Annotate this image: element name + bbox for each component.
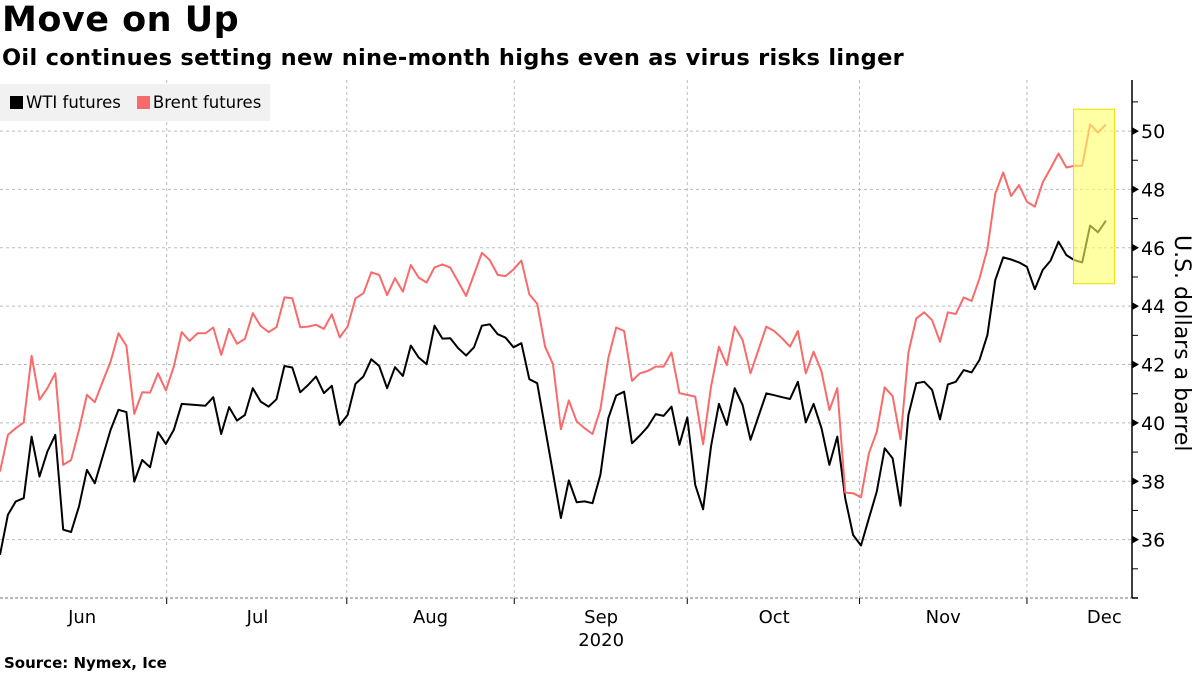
y-tick bbox=[1132, 477, 1139, 486]
y-tick bbox=[1132, 185, 1139, 194]
y-tick-label: 48 bbox=[1141, 179, 1165, 201]
brent-line bbox=[0, 123, 1107, 499]
series-lines bbox=[0, 108, 1116, 555]
x-tick-label: Aug bbox=[413, 607, 448, 628]
legend: WTI futures Brent futures bbox=[0, 84, 270, 121]
x-axis-year-label: 2020 bbox=[578, 630, 624, 651]
legend-label-wti: WTI futures bbox=[26, 93, 121, 112]
y-tick-label: 38 bbox=[1141, 471, 1165, 493]
legend-label-brent: Brent futures bbox=[152, 93, 262, 112]
y-tick-label: 36 bbox=[1141, 530, 1165, 552]
y-tick-label: 44 bbox=[1141, 296, 1165, 318]
y-tick-label: 50 bbox=[1141, 121, 1165, 143]
legend-item-wti: WTI futures bbox=[10, 93, 121, 112]
y-tick bbox=[1132, 418, 1139, 427]
y-tick bbox=[1132, 360, 1139, 369]
y-tick bbox=[1132, 243, 1139, 252]
y-axis-label: U.S. dollars a barrel bbox=[1169, 235, 1194, 452]
legend-swatch-brent bbox=[136, 96, 150, 109]
axes: 36 38 40 42 44 46 48 50 Jun Jul Aug Sep Oct Nov Dec 202… bbox=[0, 80, 1165, 651]
x-tick-label: Sep bbox=[584, 607, 618, 628]
x-tick-label: Dec bbox=[1087, 607, 1122, 628]
x-tick-label: Jun bbox=[67, 607, 96, 628]
legend-swatch-wti bbox=[10, 96, 23, 109]
y-tick bbox=[1132, 127, 1139, 136]
chart-subtitle: Oil continues setting new nine-month hig… bbox=[2, 45, 905, 71]
y-tick bbox=[1132, 535, 1139, 544]
y-tick-label: 40 bbox=[1141, 413, 1165, 435]
chart-title: Move on Up bbox=[2, 0, 240, 40]
gridlines bbox=[0, 80, 1132, 598]
source-note: Source: Nymex, Ice bbox=[4, 654, 167, 672]
highlight-box bbox=[1073, 108, 1116, 285]
legend-item-brent: Brent futures bbox=[136, 93, 262, 112]
y-tick-label: 42 bbox=[1141, 355, 1165, 377]
wti-line bbox=[0, 220, 1107, 555]
y-tick-label: 46 bbox=[1141, 238, 1165, 260]
x-tick-label: Jul bbox=[246, 607, 269, 628]
x-tick-label: Oct bbox=[759, 607, 790, 628]
x-tick-label: Nov bbox=[926, 607, 961, 628]
y-tick bbox=[1132, 302, 1139, 311]
